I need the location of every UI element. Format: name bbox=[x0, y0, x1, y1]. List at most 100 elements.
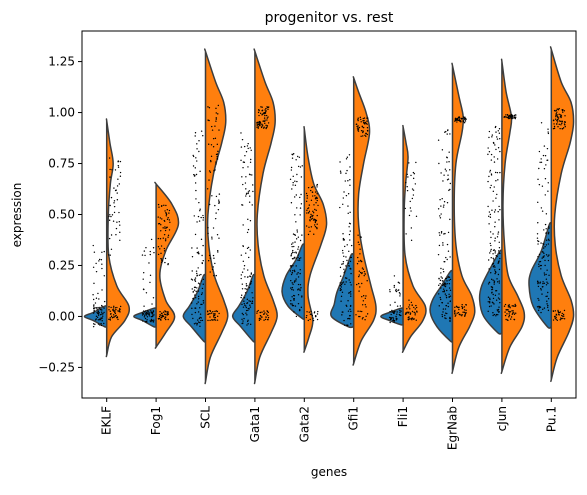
point-Gfi1-right bbox=[362, 117, 364, 120]
point-Gata1-left bbox=[246, 298, 249, 301]
point-Gfi1-right bbox=[360, 236, 362, 238]
point-EgrNab-left bbox=[440, 172, 442, 174]
point-SCL-left bbox=[201, 303, 203, 306]
point-Gfi1-left bbox=[342, 252, 344, 254]
point-EKLF-left bbox=[97, 313, 100, 315]
point-Gfi1-right bbox=[357, 118, 359, 121]
point-cJun-left bbox=[487, 283, 490, 285]
point-cJun-right bbox=[508, 117, 511, 120]
point-Gfi1-right bbox=[363, 122, 365, 124]
point-EKLF-left bbox=[97, 323, 100, 325]
violin-Fli1-right bbox=[401, 124, 427, 353]
point-Gata1-right bbox=[257, 127, 259, 129]
point-EgrNab-left bbox=[445, 284, 447, 286]
point-Gata2-left bbox=[291, 288, 293, 291]
point-Gfi1-left bbox=[350, 310, 352, 313]
point-Pu.1-left bbox=[543, 274, 546, 276]
point-cJun-right bbox=[513, 313, 516, 315]
point-EKLF-right bbox=[113, 305, 115, 308]
point-EgrNab-right bbox=[461, 314, 463, 317]
point-EKLF-right bbox=[110, 248, 113, 250]
point-Gata1-right bbox=[266, 117, 268, 119]
point-Fli1-right bbox=[409, 308, 411, 310]
point-Gata2-right bbox=[314, 198, 317, 200]
point-Gfi1-left bbox=[347, 180, 349, 182]
point-cJun-left bbox=[494, 252, 496, 254]
point-Gata1-left bbox=[241, 303, 243, 306]
point-cJun-left bbox=[494, 294, 497, 297]
point-Fli1-right bbox=[408, 162, 410, 164]
point-SCL-left bbox=[196, 303, 198, 305]
point-cJun-left bbox=[493, 156, 495, 158]
point-SCL-right bbox=[214, 310, 216, 313]
point-Gfi1-left bbox=[350, 272, 352, 275]
point-EgrNab-right bbox=[462, 311, 464, 313]
point-Gata1-right bbox=[259, 311, 261, 314]
point-EKLF-right bbox=[108, 254, 110, 256]
point-SCL-left bbox=[196, 148, 198, 150]
point-Gfi1-left bbox=[350, 244, 353, 247]
point-EgrNab-left bbox=[441, 277, 443, 279]
point-cJun-left bbox=[490, 278, 493, 281]
point-Gfi1-right bbox=[357, 256, 359, 259]
point-Gata1-left bbox=[252, 190, 254, 193]
point-Gata2-left bbox=[300, 287, 302, 289]
point-Gata2-right bbox=[315, 209, 317, 212]
point-SCL-left bbox=[201, 319, 204, 322]
point-SCL-right bbox=[215, 310, 218, 312]
point-cJun-left bbox=[487, 301, 489, 303]
point-EgrNab-left bbox=[440, 267, 442, 270]
point-cJun-left bbox=[489, 187, 492, 189]
point-SCL-right bbox=[214, 169, 216, 171]
point-EgrNab-left bbox=[447, 305, 450, 308]
point-Gfi1-right bbox=[365, 315, 367, 318]
point-SCL-right bbox=[207, 313, 209, 316]
point-EgrNab-left bbox=[446, 243, 449, 246]
point-EgrNab-left bbox=[448, 283, 451, 285]
point-Gata2-left bbox=[301, 234, 303, 236]
point-Fog1-left bbox=[152, 321, 154, 323]
point-EgrNab-right bbox=[462, 116, 465, 118]
point-Gfi1-right bbox=[366, 120, 368, 122]
point-Fog1-left bbox=[153, 251, 155, 254]
point-Gfi1-left bbox=[347, 205, 349, 207]
point-Pu.1-right bbox=[553, 127, 556, 130]
point-Pu.1-right bbox=[555, 112, 557, 115]
point-EgrNab-left bbox=[438, 162, 440, 165]
point-Fli1-right bbox=[409, 207, 412, 209]
point-EgrNab-left bbox=[446, 258, 448, 261]
point-Gfi1-right bbox=[360, 129, 363, 132]
point-Gata1-right bbox=[263, 112, 266, 115]
point-SCL-right bbox=[217, 150, 219, 153]
point-Fog1-left bbox=[142, 288, 145, 290]
point-Pu.1-left bbox=[547, 190, 549, 192]
point-Gata1-left bbox=[248, 201, 251, 203]
point-cJun-right bbox=[503, 305, 506, 307]
point-EgrNab-left bbox=[445, 256, 447, 259]
point-Gfi1-right bbox=[359, 315, 361, 318]
point-SCL-right bbox=[214, 217, 217, 220]
point-SCL-left bbox=[197, 321, 200, 323]
point-Pu.1-right bbox=[564, 121, 566, 123]
point-SCL-left bbox=[194, 311, 197, 314]
point-Gfi1-left bbox=[344, 270, 346, 272]
point-EgrNab-left bbox=[440, 213, 442, 215]
point-Gfi1-right bbox=[359, 259, 362, 262]
point-Gata1-left bbox=[245, 176, 247, 178]
point-Gata1-left bbox=[244, 288, 246, 290]
point-SCL-left bbox=[198, 201, 200, 204]
point-Gata2-left bbox=[291, 296, 293, 298]
point-Fog1-right bbox=[165, 318, 167, 321]
point-Gata1-left bbox=[249, 323, 252, 326]
point-cJun-left bbox=[497, 233, 499, 235]
point-Pu.1-right bbox=[559, 114, 562, 116]
point-cJun-left bbox=[490, 257, 492, 259]
point-cJun-right bbox=[507, 306, 510, 308]
point-Fli1-left bbox=[393, 310, 396, 313]
point-Pu.1-right bbox=[563, 318, 566, 320]
point-SCL-right bbox=[215, 107, 217, 110]
point-Gfi1-right bbox=[366, 123, 368, 125]
point-SCL-left bbox=[196, 143, 198, 145]
point-cJun-left bbox=[497, 308, 500, 311]
point-EKLF-right bbox=[108, 309, 110, 311]
